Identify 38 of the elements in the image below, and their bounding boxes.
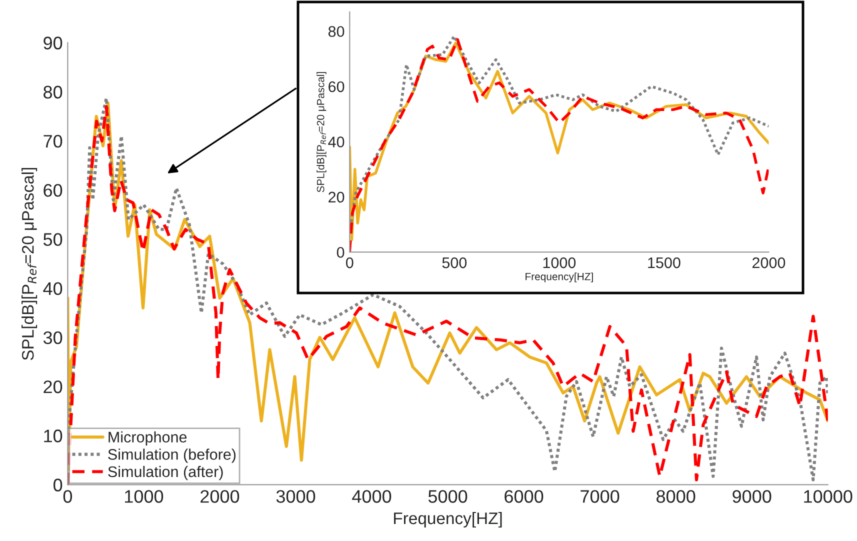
y-tick-label: 40 — [43, 282, 62, 296]
y-tick-label: 30 — [43, 331, 62, 344]
y-tick-label: 60 — [44, 184, 62, 197]
y-axis-title: SPL[dB][P$_{Ref}$=20 μPascal] — [22, 168, 38, 360]
x-tick-label: 2000 — [200, 490, 240, 503]
legend-label: Simulation (after) — [108, 466, 223, 480]
y-tick-label: 40 — [328, 136, 344, 148]
y-tick-label: 20 — [44, 380, 62, 394]
x-tick-label: 9000 — [732, 490, 772, 503]
x-tick-label: 1500 — [648, 257, 680, 268]
x-axis-title: Frequency[HZ] — [394, 512, 502, 528]
x-tick-label: 0 — [63, 490, 72, 503]
y-tick-label: 0 — [54, 478, 62, 492]
x-tick-label: 5000 — [428, 490, 468, 503]
x-tick-label: 10000 — [804, 490, 852, 503]
x-tick-label: 2000 — [752, 257, 786, 268]
y-tick-label: 70 — [44, 134, 62, 148]
x-tick-label: 3000 — [276, 490, 316, 503]
x-tick-label: 500 — [442, 257, 467, 268]
y-tick-label: 60 — [328, 81, 344, 92]
y-tick-label: 90 — [44, 36, 62, 50]
legend-label: Microphone — [108, 431, 187, 446]
x-tick-label: 6000 — [504, 490, 544, 503]
y-tick-label: 50 — [43, 233, 62, 246]
x-tick-label: 1000 — [125, 490, 164, 503]
y-tick-label: 0 — [336, 246, 344, 258]
x-axis-title: Frequency[HZ] — [526, 272, 593, 282]
y-tick-label: 20 — [328, 192, 344, 203]
y-tick-label: 10 — [44, 430, 62, 442]
y-tick-label: 80 — [44, 86, 62, 99]
legend-label: Simulation (before) — [108, 448, 236, 463]
x-tick-label: 7000 — [580, 490, 620, 503]
y-tick-label: 80 — [328, 26, 344, 37]
x-tick-label: 8000 — [656, 490, 696, 503]
x-tick-label: 4000 — [352, 490, 392, 503]
x-tick-label: 0 — [346, 257, 354, 268]
x-tick-label: 1000 — [543, 257, 576, 268]
y-axis-title: SPL[dB][P$_{Ref}$=20 μPascal] — [316, 72, 326, 192]
